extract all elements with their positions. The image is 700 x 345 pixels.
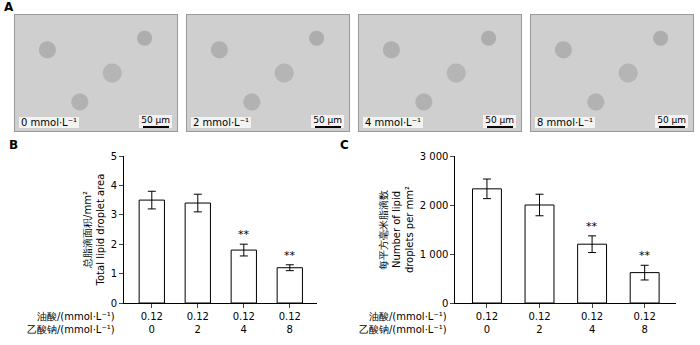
html-text:8 mmol·L⁻¹: 8 mmol·L⁻¹ <box>537 117 593 128</box>
svg-text:2: 2 <box>111 239 117 250</box>
html-text:50 μm: 50 μm <box>485 115 514 125</box>
svg-text:0: 0 <box>442 298 448 309</box>
svg-text:0.124: 0.124 <box>233 311 255 335</box>
html-text:50 μm: 50 μm <box>313 115 342 125</box>
svg-text:**: ** <box>639 249 651 262</box>
html-text:0 mmol·L⁻¹: 0 mmol·L⁻¹ <box>21 117 77 128</box>
html-text:2 mmol·L⁻¹: 2 mmol·L⁻¹ <box>193 117 249 128</box>
svg-text:总脂滴面积/mm²Total lipid droplet a: 总脂滴面积/mm²Total lipid droplet area <box>82 174 106 287</box>
svg-text:油酸/(mmol·L⁻¹): 油酸/(mmol·L⁻¹) <box>369 311 447 322</box>
svg-text:B: B <box>9 138 18 152</box>
svg-text:2 000: 2 000 <box>420 200 449 211</box>
html-text:4 mmol·L⁻¹: 4 mmol·L⁻¹ <box>365 117 421 128</box>
svg-text:1 000: 1 000 <box>420 249 449 260</box>
svg-text:**: ** <box>586 220 598 233</box>
svg-text:0.120: 0.120 <box>476 311 498 335</box>
svg-text:1: 1 <box>111 268 117 279</box>
svg-text:**: ** <box>238 228 250 241</box>
svg-text:0.122: 0.122 <box>528 311 550 335</box>
svg-text:乙酸钠/(mmol·L⁻¹): 乙酸钠/(mmol·L⁻¹) <box>359 324 447 335</box>
html-text:50 μm: 50 μm <box>657 115 686 125</box>
svg-text:油酸/(mmol·L⁻¹): 油酸/(mmol·L⁻¹) <box>37 311 115 322</box>
svg-text:0.128: 0.128 <box>279 311 301 335</box>
svg-text:4: 4 <box>111 180 117 191</box>
html-text:50 μm: 50 μm <box>141 115 170 125</box>
svg-text:**: ** <box>284 249 296 262</box>
svg-text:3 000: 3 000 <box>420 151 449 162</box>
svg-text:C: C <box>340 138 349 152</box>
svg-text:每平方毫米脂滴数Number of lipiddroplet: 每平方毫米脂滴数Number of lipiddroplets per mm² <box>378 186 415 273</box>
svg-text:0.122: 0.122 <box>187 311 209 335</box>
svg-text:5: 5 <box>111 151 117 162</box>
svg-text:0.124: 0.124 <box>581 311 603 335</box>
svg-text:0.128: 0.128 <box>634 311 656 335</box>
svg-text:3: 3 <box>111 209 117 220</box>
svg-text:乙酸钠/(mmol·L⁻¹): 乙酸钠/(mmol·L⁻¹) <box>27 324 115 335</box>
svg-text:0: 0 <box>111 298 117 309</box>
html-text:A: A <box>4 0 14 14</box>
svg-text:0.120: 0.120 <box>141 311 163 335</box>
